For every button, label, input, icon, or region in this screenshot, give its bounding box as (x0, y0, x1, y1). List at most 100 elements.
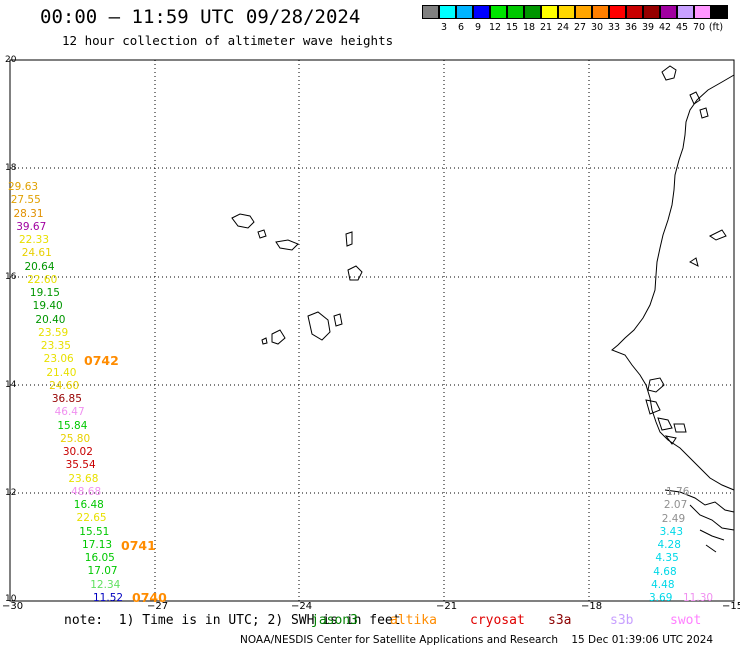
wave-height-value: 20.64 (24, 260, 55, 273)
longitude-label: −30 (2, 601, 24, 612)
wave-height-value: 39.67 (16, 220, 47, 233)
colorbar-unit: (ft) (708, 22, 724, 33)
colorbar-swatch (490, 5, 507, 19)
wave-height-value: 19.40 (32, 300, 63, 313)
colorbar-label: 39 (641, 22, 655, 33)
colorbar-label: 21 (539, 22, 553, 33)
colorbar-label: 3 (440, 22, 448, 33)
wave-height-value: 3.69 (649, 592, 673, 604)
satellite-legend-item: cryosat (470, 613, 525, 628)
longitude-label: −15 (722, 601, 740, 612)
wave-height-value: 24.60 (49, 379, 80, 392)
colorbar-swatch (507, 5, 524, 19)
africa-coastline (611, 74, 735, 491)
colorbar-swatch (524, 5, 541, 19)
satellite-legend-item: altika (390, 613, 437, 628)
colorbar-swatch (439, 5, 456, 19)
cape-verde-sao-vicente (257, 229, 267, 239)
bissau-islands (657, 417, 687, 445)
wave-height-value: 22.33 (18, 234, 50, 247)
map-subtitle: 12 hour collection of altimeter wave hei… (62, 33, 394, 48)
colorbar-label: 36 (624, 22, 638, 33)
longitude-label: −24 (291, 601, 313, 612)
colorbar-label: 42 (658, 22, 672, 33)
colorbar-label: 45 (675, 22, 689, 33)
latitude-label: 14 (5, 380, 17, 390)
wave-height-value: 4.48 (651, 578, 675, 591)
colorbar-label: 12 (488, 22, 502, 33)
wave-height-value: 35.54 (65, 459, 96, 472)
wave-height-value: 23.06 (43, 353, 74, 366)
wave-height-value: 11.30 (683, 592, 714, 604)
grid-lines (10, 60, 734, 601)
colorbar-label: 9 (474, 22, 482, 33)
colorbar-label: 70 (692, 22, 706, 33)
wave-height-value: 11.52 (93, 592, 124, 604)
coast-right (689, 229, 727, 267)
wave-height-value: 23.59 (38, 326, 69, 339)
colorbar-swatch (456, 5, 473, 19)
wave-height-value: 22.65 (76, 512, 107, 525)
wave-height-value: 22.60 (27, 273, 58, 286)
colorbar-label: 27 (573, 22, 587, 33)
wave-height-value: 30.02 (62, 446, 93, 459)
wave-height-value: 24.61 (21, 247, 52, 260)
wave-height-value: 23.35 (40, 340, 71, 353)
latitude-label: 18 (5, 163, 17, 173)
colorbar-label: 24 (556, 22, 570, 33)
wave-height-value: 20.40 (35, 313, 66, 326)
wave-height-value: 2.07 (663, 499, 688, 512)
plot-frame (9, 59, 735, 602)
pass-time-label: 0740 (132, 590, 167, 605)
wave-height-value: 23.68 (68, 472, 99, 485)
satellite-legend-item: s3b (610, 613, 634, 628)
colorbar-swatch (643, 5, 660, 19)
wave-height-value: 46.47 (54, 406, 85, 419)
latitude-label: 20 (5, 55, 17, 65)
wave-height-value: 28.31 (13, 207, 44, 220)
pass-time-label: 0742 (84, 353, 119, 368)
colorbar-label: 18 (522, 22, 536, 33)
cape-verde-santiago (307, 311, 331, 341)
cape-verde-maio (333, 313, 343, 327)
wave-height-value: 21.40 (46, 366, 77, 379)
colorbar-swatch (558, 5, 575, 19)
cape-verde-sao-nicolau (275, 239, 299, 251)
wave-height-value: 29.63 (8, 181, 39, 193)
wave-height-value: 17.13 (82, 538, 113, 551)
wave-height-value: 15.51 (79, 525, 110, 538)
wave-height-value: 17.07 (87, 565, 118, 578)
satellite-legend-item: jason3 (311, 613, 358, 628)
wave-height-value: 4.28 (657, 539, 681, 551)
wave-height-value: 48.68 (71, 485, 102, 498)
satellite-legend-item: s3a (548, 613, 572, 628)
colorbar-swatch (677, 5, 694, 19)
cape-verde-fogo (271, 329, 286, 345)
colorbar-label: 6 (457, 22, 465, 33)
colorbar-label: 30 (590, 22, 604, 33)
colorbar-swatch (541, 5, 558, 19)
colorbar-label: 33 (607, 22, 621, 33)
pass-time-label: 0741 (121, 538, 156, 553)
guinea-coast (664, 489, 735, 553)
wave-height-value: 19.15 (29, 287, 60, 300)
wave-height-value: 4.68 (653, 565, 677, 578)
cape-verde-boa-vista (347, 265, 363, 281)
africa-inlet (645, 377, 665, 415)
wave-height-value: 12.34 (90, 578, 121, 591)
colorbar-swatch (575, 5, 592, 19)
satellite-legend-item: swot (670, 613, 702, 628)
colorbar-swatch (473, 5, 490, 19)
colorbar-label: 15 (505, 22, 519, 33)
longitude-label: −18 (581, 601, 603, 612)
wave-height-value: 3.43 (659, 525, 684, 538)
colorbar-swatch (660, 5, 677, 19)
wave-height-value: 16.05 (84, 552, 115, 565)
longitude-label: −21 (436, 601, 458, 612)
wave-height-value: 36.85 (51, 393, 82, 406)
colorbar-swatch (694, 5, 711, 19)
wave-height-value: 1.76 (666, 486, 690, 498)
wave-height-value: 16.48 (73, 499, 104, 512)
wave-height-value: 25.80 (60, 432, 91, 445)
latitude-label: 10 (5, 594, 17, 604)
